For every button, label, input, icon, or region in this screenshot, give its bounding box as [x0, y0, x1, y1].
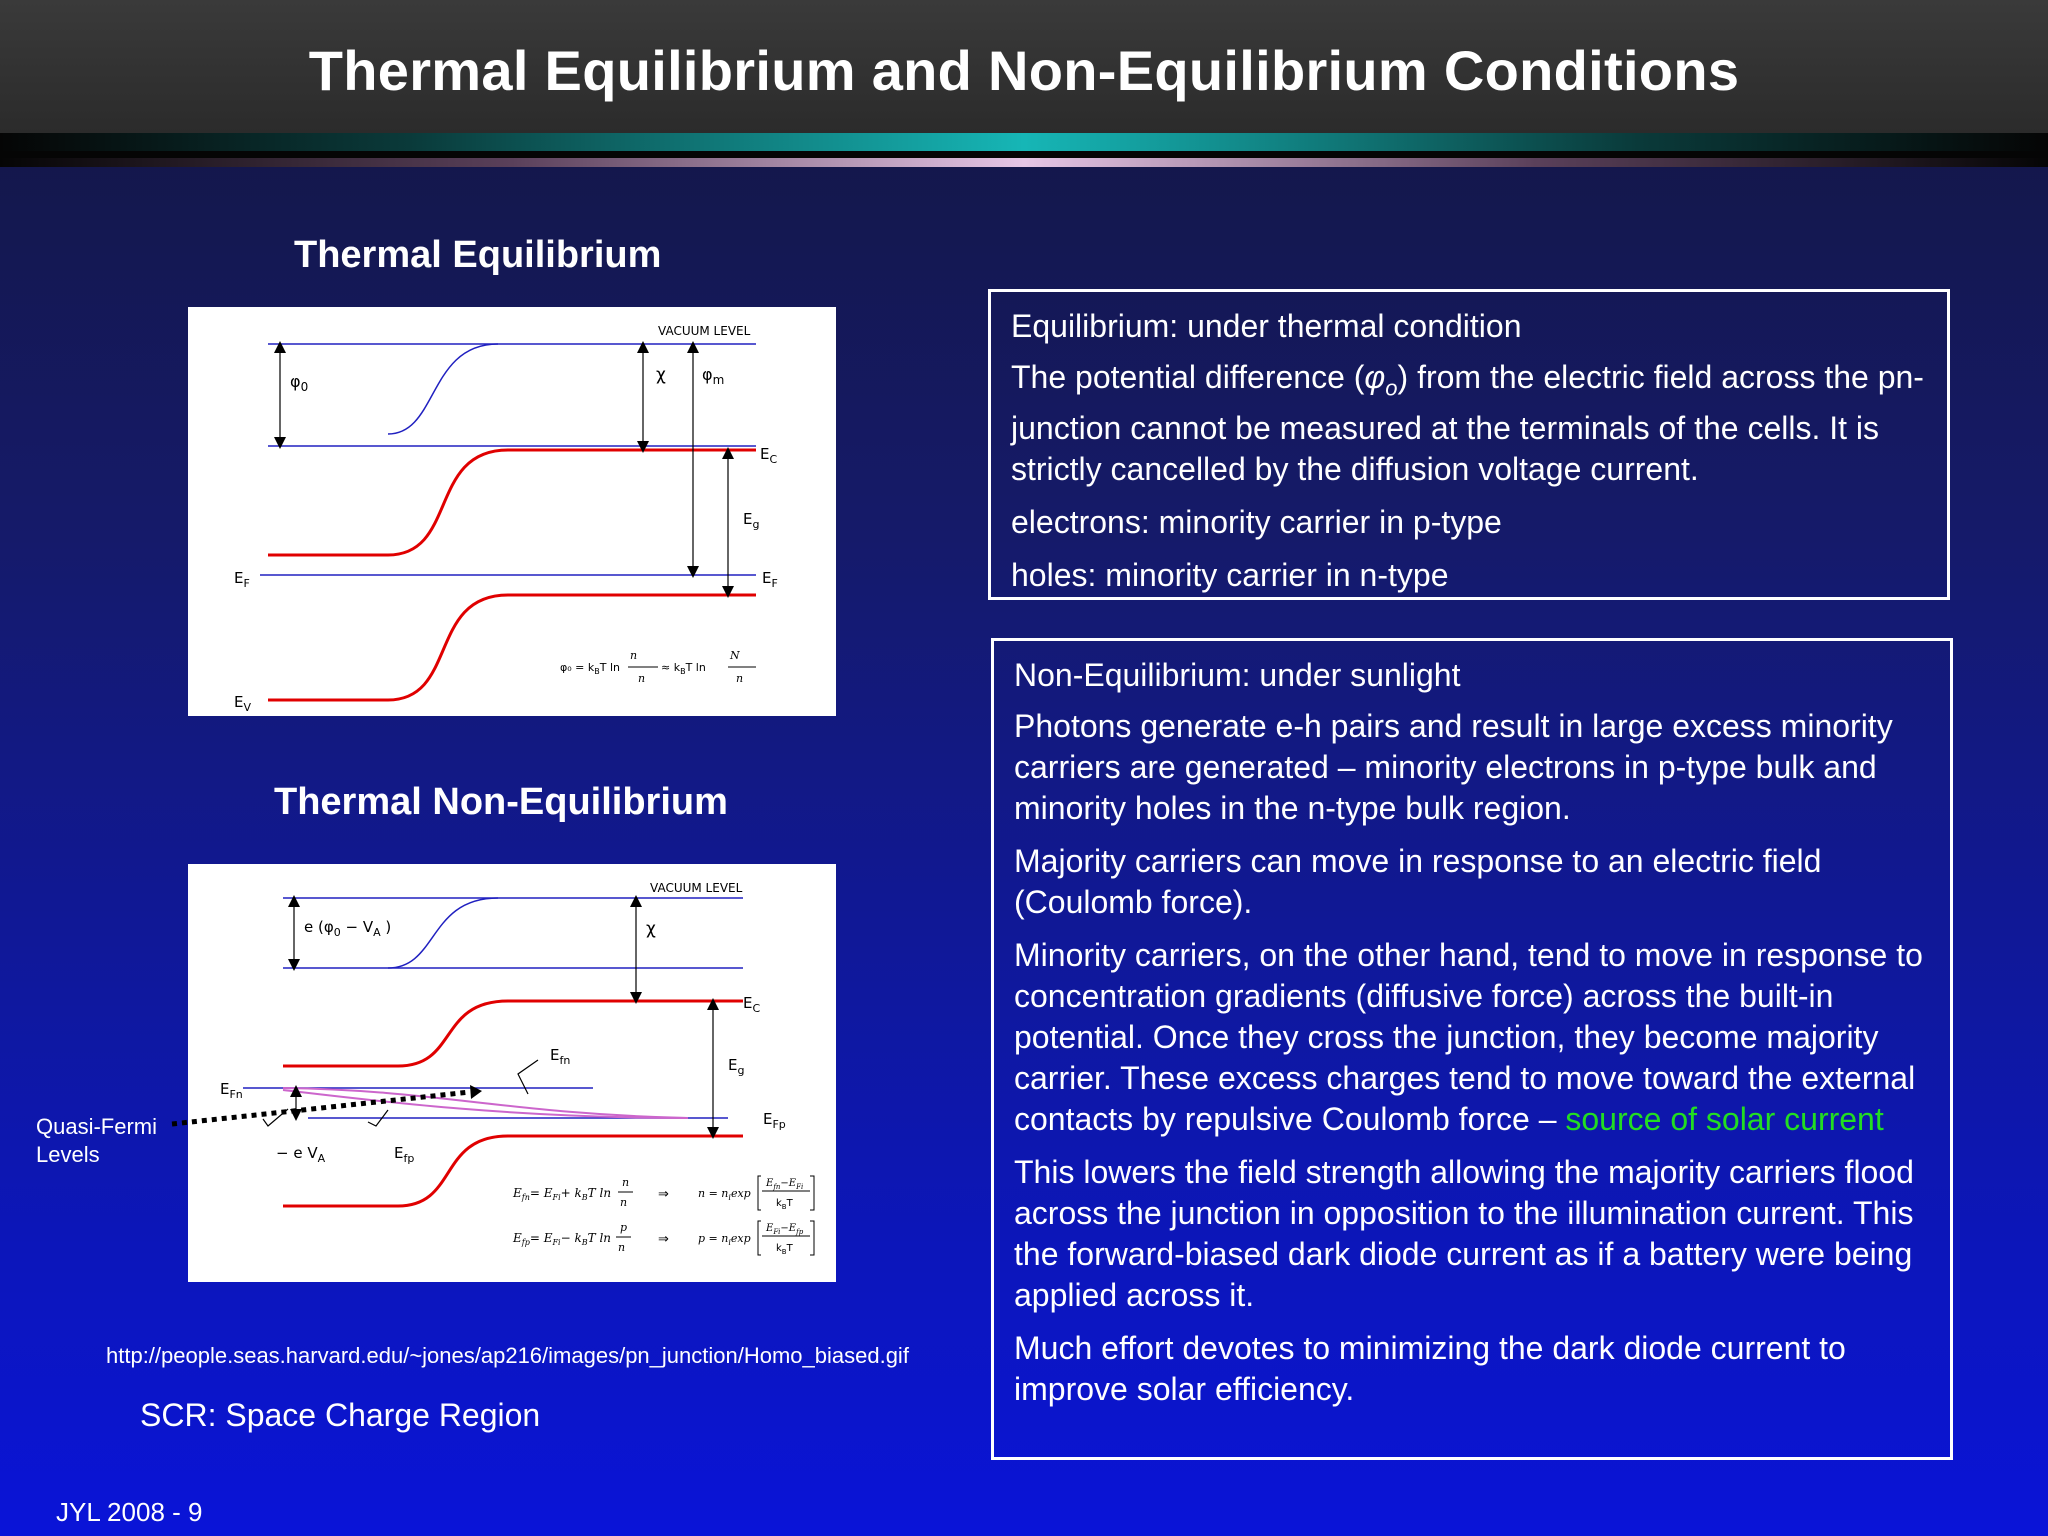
- header-stripe-gap: [0, 151, 2048, 158]
- majority-carriers-text: Majority carriers can move in response t…: [1014, 843, 1822, 920]
- svg-text:χ: χ: [646, 919, 656, 939]
- svg-text:N: N: [729, 649, 740, 662]
- valence-band-edge: [283, 1134, 743, 1208]
- svg-text:VACUUM LEVEL: VACUUM LEVEL: [650, 881, 743, 895]
- svg-text:n: n: [736, 672, 743, 685]
- svg-text:φ0: φ0: [290, 372, 308, 394]
- svg-text:EC: EC: [760, 445, 777, 466]
- non-equilibrium-box: Non-Equilibrium: under sunlight Photons …: [991, 638, 1953, 1460]
- quasi-fermi-hole-curve: [282, 1089, 689, 1119]
- svg-text:− e VA: − e VA: [276, 1144, 326, 1165]
- svg-text:⇒: ⇒: [658, 1187, 669, 1202]
- quasi-fermi-label: Quasi-Fermi Levels: [36, 1114, 158, 1167]
- equilibrium-band-diagram: VACUUM LEVEL φ0 χ φm EC Eg EF EF EV φ₀ =…: [188, 307, 836, 716]
- svg-text:p: p: [620, 1221, 627, 1234]
- vacuum-curve: [387, 343, 499, 435]
- non-equilibrium-band-diagram: VACUUM LEVEL e (φ0 − VA ) χ EC Eg Efn EF…: [188, 864, 836, 1282]
- title-bar: Thermal Equilibrium and Non-Equilibrium …: [0, 0, 2048, 133]
- holes-minority-text: holes: minority carrier in n-type: [1011, 557, 1449, 594]
- svg-text:n: n: [618, 1241, 625, 1254]
- svg-text:Eg: Eg: [743, 510, 759, 531]
- photon-generation-text: Photons generate e-h pairs and result in…: [1014, 708, 1893, 826]
- svg-text:Efn= EFi+ kBT ln: Efn= EFi+ kBT ln: [512, 1186, 611, 1202]
- source-url: http://people.seas.harvard.edu/~jones/ap…: [106, 1343, 909, 1368]
- svg-text:Efp= EFi− kBT ln: Efp= EFi− kBT ln: [512, 1231, 611, 1247]
- header-stripe-cyan: [0, 133, 2048, 151]
- conduction-band-edge: [283, 999, 743, 1068]
- builtin-potential-formula: φ₀ = kBT ln n n ≈ kBT ln N n: [560, 649, 756, 685]
- non-equilibrium-box-heading: Non-Equilibrium: under sunlight: [1014, 657, 1461, 693]
- conduction-band-edge: [268, 448, 756, 557]
- svg-text:n = niexp: n = niexp: [698, 1187, 751, 1202]
- svg-text:n: n: [630, 649, 637, 662]
- svg-text:EV: EV: [234, 693, 251, 714]
- svg-text:χ: χ: [656, 365, 666, 385]
- svg-text:Efn: Efn: [550, 1046, 570, 1067]
- svg-text:e (φ0 − VA ): e (φ0 − VA ): [304, 918, 391, 939]
- minority-carriers-text: Minority carriers, on the other hand, te…: [1014, 937, 1923, 1137]
- svg-text:EFn: EFn: [220, 1080, 243, 1101]
- slide-title: Thermal Equilibrium and Non-Equilibrium …: [308, 39, 1740, 102]
- equilibrium-box: Equilibrium: under thermal condition The…: [988, 289, 1950, 600]
- dark-current-text: Much effort devotes to minimizing the da…: [1014, 1330, 1846, 1407]
- scr-definition: SCR: Space Charge Region: [140, 1397, 541, 1433]
- svg-text:EF: EF: [234, 569, 250, 590]
- svg-text:n: n: [638, 672, 645, 685]
- field-strength-text: This lowers the field strength allowing …: [1014, 1154, 1914, 1313]
- solar-current-highlight: source of solar current: [1565, 1101, 1884, 1137]
- svg-text:Efp: Efp: [394, 1144, 414, 1165]
- quasi-fermi-equations: Efn= EFi+ kBT ln n n ⇒ n = niexp Efn−EFi…: [512, 1175, 815, 1256]
- quasi-fermi-electron-curve: [282, 1087, 689, 1119]
- svg-text:EC: EC: [743, 994, 760, 1015]
- svg-text:n: n: [620, 1196, 627, 1209]
- valence-band-edge: [268, 593, 756, 702]
- svg-text:EF: EF: [762, 569, 778, 590]
- svg-text:φ₀ = kBT ln: φ₀ = kBT ln: [560, 661, 620, 676]
- svg-text:φm: φm: [702, 365, 724, 387]
- header-stripe-pink: [0, 158, 2048, 167]
- svg-text:kBT: kBT: [776, 1198, 794, 1211]
- svg-text:≈ kBT ln: ≈ kBT ln: [661, 661, 706, 676]
- svg-text:⇒: ⇒: [658, 1232, 669, 1247]
- equilibrium-box-paragraph: The potential difference (φo) from the e…: [1011, 359, 1924, 488]
- svg-text:Eg: Eg: [728, 1056, 744, 1077]
- non-equilibrium-heading: Thermal Non-Equilibrium: [274, 781, 728, 823]
- svg-text:n: n: [622, 1176, 629, 1189]
- equilibrium-box-heading: Equilibrium: under thermal condition: [1011, 308, 1522, 344]
- svg-text:p = niexp: p = niexp: [698, 1232, 751, 1247]
- equilibrium-heading: Thermal Equilibrium: [294, 234, 662, 276]
- svg-text:EFp: EFp: [763, 1110, 786, 1131]
- electrons-minority-text: electrons: minority carrier in p-type: [1011, 504, 1502, 541]
- slide-footer: JYL 2008 - 9: [56, 1497, 203, 1527]
- svg-text:kBT: kBT: [776, 1243, 794, 1256]
- vacuum-level-label: VACUUM LEVEL: [658, 324, 751, 338]
